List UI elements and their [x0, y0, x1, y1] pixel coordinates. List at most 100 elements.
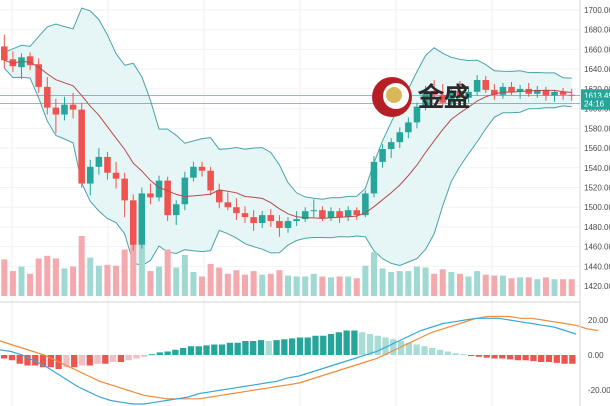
volume-bar — [233, 270, 240, 296]
volume-bar — [199, 276, 206, 296]
candle-body — [448, 90, 455, 103]
macd-histogram-bar — [265, 341, 272, 355]
volume-bar — [164, 249, 171, 296]
volume-bar — [259, 274, 266, 296]
volume-bar — [78, 236, 85, 296]
price-tick-label: 1540.00 — [584, 164, 610, 173]
candle-body — [138, 193, 146, 245]
macd-histogram-bar — [312, 335, 319, 355]
price-tick-label: 1580.00 — [584, 124, 610, 133]
candle-body — [534, 89, 541, 94]
candle-body — [95, 156, 103, 167]
candle-body — [439, 94, 447, 103]
macd-histogram-bar — [141, 355, 148, 357]
candle-body — [473, 80, 481, 92]
candle-body — [224, 202, 232, 208]
volume-bar — [156, 266, 163, 296]
candle-body — [172, 204, 180, 216]
candle-body — [284, 221, 292, 228]
moving-average — [4, 59, 572, 219]
volume-bar — [362, 265, 369, 296]
volume-bar — [61, 268, 68, 296]
candle-body — [258, 215, 266, 224]
macd-histogram-bar — [475, 355, 483, 357]
macd-histogram-bar — [506, 355, 514, 360]
volume-bar — [284, 275, 292, 296]
macd-histogram-bar — [483, 355, 490, 358]
candle-body — [430, 90, 438, 95]
candle-body — [353, 210, 361, 216]
volume-bar — [293, 276, 300, 296]
volume-bar — [18, 266, 25, 296]
price-tick-label: 1660.00 — [584, 45, 610, 54]
macd-histogram-bar — [436, 349, 444, 355]
candle-body — [69, 104, 77, 110]
volume-bar — [525, 277, 532, 296]
volume-bar — [370, 252, 377, 296]
macd-histogram-bar — [47, 355, 54, 368]
macd-histogram-bar — [491, 355, 498, 359]
macd-histogram-bar — [109, 355, 117, 362]
signal-line — [0, 315, 599, 400]
watermark-text: 金盛 — [417, 82, 470, 113]
candle-body — [301, 211, 309, 220]
volume-bar — [104, 264, 111, 296]
candle-body — [35, 64, 42, 87]
macd-histogram-bar — [468, 355, 475, 356]
price-tick-label: 1440.00 — [584, 262, 610, 271]
volume-bar — [413, 266, 420, 296]
volume-bar — [388, 272, 395, 296]
volume-bar — [482, 274, 489, 296]
macd-histogram-bar — [444, 351, 451, 355]
volume-bar — [1, 259, 8, 296]
volume-bar — [439, 269, 446, 296]
volume-bar — [121, 249, 128, 296]
macd-histogram-bar — [203, 345, 210, 355]
volume-bar — [138, 236, 145, 296]
volume-bar — [465, 276, 472, 296]
candle-body — [327, 211, 335, 219]
macd-histogram-bar — [86, 355, 93, 366]
volume-bar — [568, 279, 575, 296]
candle-body — [370, 161, 378, 194]
macd-histogram-bar — [405, 342, 413, 355]
macd-histogram-bar — [211, 344, 218, 355]
macd-histogram-bar — [538, 355, 545, 362]
volume-bar — [327, 277, 334, 296]
candle-body — [26, 56, 34, 66]
volume-bar — [422, 267, 429, 296]
candle-body — [87, 166, 94, 184]
volume-bar — [431, 273, 438, 296]
volume-bar — [9, 271, 16, 296]
price-tick-label: 1560.00 — [584, 144, 610, 153]
candle-body — [422, 90, 429, 107]
macd-histogram-bar — [553, 355, 560, 363]
candle-body — [542, 89, 550, 96]
macd-histogram-bar — [304, 337, 311, 355]
candle-body — [516, 88, 524, 92]
macd-histogram-bar — [452, 353, 459, 355]
candle-body — [78, 109, 85, 184]
macd-histogram-bar — [94, 355, 101, 364]
candle-body — [559, 91, 567, 95]
volume-bar — [319, 276, 326, 296]
candle-body — [190, 166, 197, 178]
volume-bar — [207, 263, 214, 296]
bollinger-lower-line — [3, 67, 572, 267]
candlestick-series[interactable] — [1, 34, 575, 251]
price-tick-label: 1420.00 — [584, 282, 610, 291]
macd-histogram-bar — [133, 355, 140, 359]
macd-histogram-bar — [327, 334, 335, 355]
macd-histogram-bar — [413, 344, 420, 355]
price-tag-label: 24:16 — [584, 100, 605, 109]
macd-histogram-bar — [561, 355, 568, 364]
candle-body — [525, 88, 532, 94]
macd-histogram-bar — [421, 346, 428, 355]
macd-histogram-bar — [351, 330, 358, 355]
candle-body — [465, 91, 472, 98]
candle-body — [215, 190, 223, 203]
macd-histogram-bar — [281, 339, 288, 355]
